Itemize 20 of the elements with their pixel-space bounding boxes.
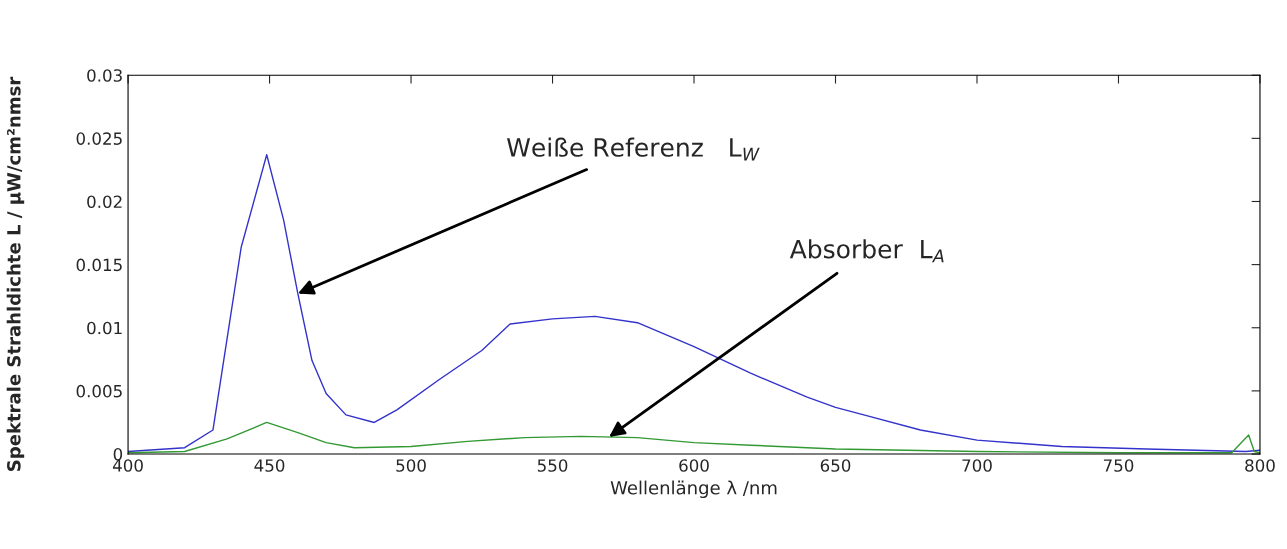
y-tick-label: 0.03 [87, 69, 122, 82]
x-tick-label: 650 [820, 459, 851, 472]
x-tick-label: 750 [1103, 459, 1134, 472]
x-tick-label: 450 [254, 459, 285, 472]
y-tick-label: 0.025 [76, 132, 122, 145]
annotation: Weiße Referenz L$_{W}$ [507, 137, 760, 161]
x-tick-label: 500 [396, 459, 426, 472]
y-tick-label: 0.02 [87, 195, 122, 209]
x-tick-label: 550 [537, 459, 568, 472]
x-tick-label: 700 [962, 459, 992, 472]
x-tick-label: 600 [679, 459, 709, 472]
y-axis-title: Spektrale Strahldichte L / µW/cm²nmsr [6, 76, 25, 471]
y-tick-label: 0.005 [76, 384, 122, 398]
x-axis-title: Wellenlänge λ /nm [610, 480, 777, 499]
y-tick-label: 0.01 [87, 321, 122, 335]
x-tick-label: 800 [1245, 459, 1275, 472]
x-tick-label: 400 [112, 459, 143, 472]
annotation: Absorber L$_{A}$ [789, 239, 944, 263]
y-tick-label: 0 [113, 447, 123, 461]
y-tick-label: 0.015 [76, 258, 122, 272]
